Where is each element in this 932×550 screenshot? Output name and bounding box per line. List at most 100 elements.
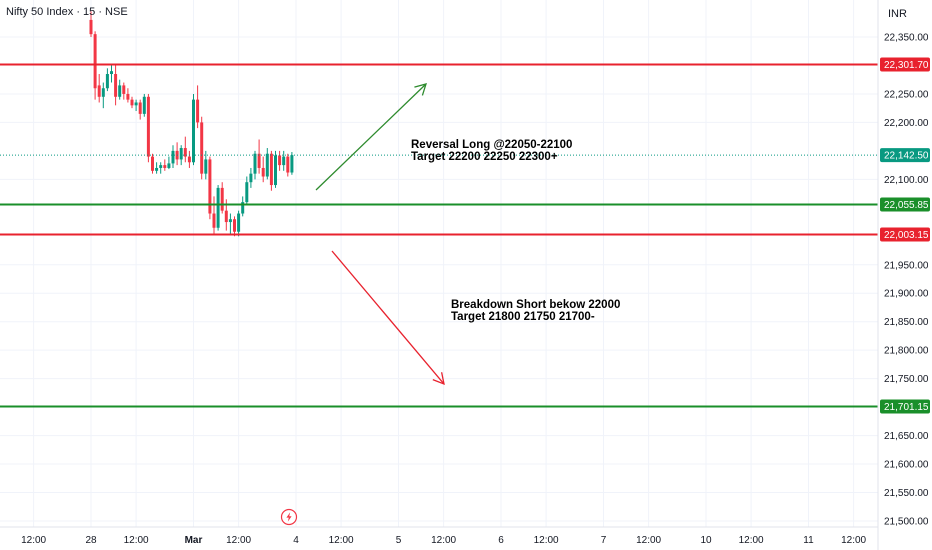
candle-body <box>278 155 282 166</box>
last-price-tag-text: 22,142.50 <box>884 151 929 162</box>
candle <box>134 99 138 112</box>
candle <box>118 79 122 100</box>
candle-body <box>220 187 224 211</box>
resistance-upper-tag: 22,301.70 <box>880 57 930 72</box>
short-annotation-line2: Target 21800 21750 21700- <box>451 311 595 323</box>
candle-body <box>208 159 212 214</box>
candle-body <box>196 99 200 123</box>
candle-body <box>241 202 245 214</box>
candle <box>175 142 179 166</box>
support-upper-tag: 22,055.85 <box>880 197 930 212</box>
price-axis-label: 22,250.00 <box>884 89 929 100</box>
time-axis-label: 12:00 <box>636 535 661 546</box>
candle <box>179 145 183 166</box>
candle-body <box>126 93 130 100</box>
candle-body <box>134 102 138 106</box>
price-axis-label: 21,950.00 <box>884 260 929 271</box>
candle-body <box>237 213 241 232</box>
candle-body <box>151 156 154 171</box>
candle <box>142 93 146 117</box>
candle-body <box>101 88 105 97</box>
long-arrow-shaft <box>315 83 427 191</box>
time-axis-label: 12:00 <box>534 535 559 546</box>
long-annotation-line2: Target 22200 22250 22300+ <box>411 151 558 163</box>
candle <box>245 176 249 205</box>
candle <box>241 196 245 217</box>
candle <box>138 99 142 120</box>
price-axis[interactable]: 22,350.00 22,250.00 22,200.00 22,100.00 21,9… <box>884 33 929 528</box>
candle <box>122 82 126 100</box>
candle <box>265 148 269 180</box>
short-arrow-shaft <box>331 250 445 385</box>
time-axis-label: 12:00 <box>226 535 251 546</box>
candle-body <box>138 102 142 114</box>
candle <box>233 216 236 237</box>
candle-body <box>192 99 195 163</box>
candle-body <box>290 155 294 173</box>
time-axis[interactable]: 12:00 28 12:00 Mar 12:00 4 12:00 5 12:00 6 12:00 7 1… <box>21 535 866 546</box>
candle <box>130 96 134 109</box>
candle <box>146 93 150 163</box>
support-upper-tag-bg <box>880 197 930 212</box>
time-axis-label: 10 <box>700 535 712 546</box>
price-axis-label: 21,900.00 <box>884 289 929 300</box>
candle-body <box>245 182 249 203</box>
price-tags: 22,301.70 22,055.85 22,003.15 21,701.15 22,1… <box>880 57 930 414</box>
candle-body <box>146 96 150 157</box>
candle <box>192 93 195 166</box>
last-price-tag-bg <box>880 148 930 163</box>
candle <box>274 150 277 188</box>
candle-body <box>200 122 204 174</box>
candle <box>187 150 191 168</box>
candle-body <box>249 173 253 183</box>
price-axis-label: 21,850.00 <box>884 317 929 328</box>
time-axis-label: 12:00 <box>124 535 149 546</box>
candle <box>261 156 265 183</box>
resistance-lower-tag: 22,003.15 <box>880 227 930 242</box>
candle-body <box>89 19 93 35</box>
currency-label[interactable]: INR <box>888 8 907 20</box>
candle-body <box>261 167 265 177</box>
candle <box>228 213 232 235</box>
candle-body <box>269 153 273 186</box>
support-lower-tag-text: 21,701.15 <box>884 402 929 413</box>
chart-title: Nifty 50 Index · 15 · NSE <box>6 6 128 18</box>
candle-body <box>130 99 134 106</box>
price-axis-label: 22,350.00 <box>884 33 929 44</box>
time-axis-label: 12:00 <box>431 535 456 546</box>
candle-body <box>228 219 232 223</box>
lightning-icon[interactable] <box>280 508 298 526</box>
candle <box>249 167 253 188</box>
resistance-lower-tag-bg <box>880 227 930 242</box>
support-upper-tag-text: 22,055.85 <box>884 200 929 211</box>
long-arrow <box>315 83 427 191</box>
candle <box>269 150 273 191</box>
short-arrow-head <box>432 372 445 386</box>
resistance-lower-tag-text: 22,003.15 <box>884 230 929 241</box>
candle-body <box>265 153 269 177</box>
resistance-upper-tag-bg <box>880 57 930 72</box>
price-axis-label: 21,650.00 <box>884 431 929 442</box>
candle <box>220 182 224 214</box>
candle-body <box>216 187 220 228</box>
candle <box>196 85 200 129</box>
candle <box>89 11 93 37</box>
candle-body <box>159 165 163 168</box>
candle-body <box>187 156 191 163</box>
long-annotation-line1: Reversal Long @22050-22100 <box>411 139 572 151</box>
candle-body <box>183 148 187 157</box>
candle <box>101 82 105 109</box>
candle <box>290 152 294 175</box>
candle-body <box>105 74 109 89</box>
candle-body <box>142 96 146 114</box>
candle-body <box>167 163 171 168</box>
price-axis-label: 22,100.00 <box>884 175 929 186</box>
price-axis-label: 21,800.00 <box>884 346 929 357</box>
short-annotation-line1: Breakdown Short bekow 22000 <box>451 299 620 311</box>
candle-body <box>155 167 159 171</box>
price-axis-label: 22,200.00 <box>884 118 929 129</box>
candle-body <box>122 85 126 94</box>
time-axis-label: 5 <box>396 535 402 546</box>
candle <box>155 162 159 174</box>
